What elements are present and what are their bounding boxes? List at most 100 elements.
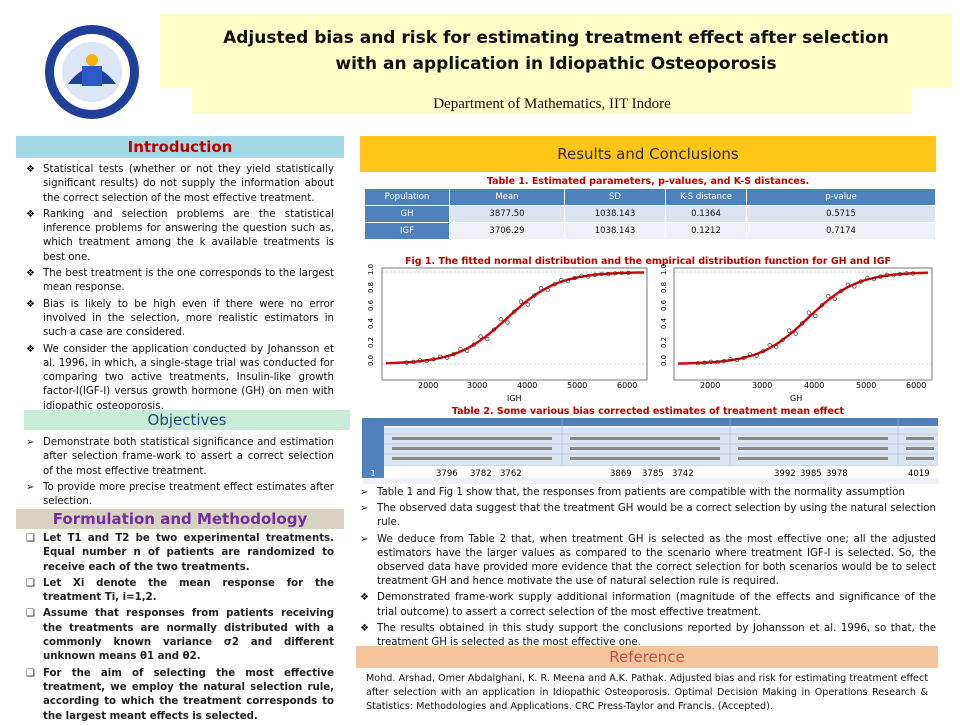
empirical-point <box>444 355 450 360</box>
table2-value: 3992 <box>774 469 796 479</box>
empirical-point <box>695 361 701 366</box>
x-tick-label: 6000 <box>617 381 637 390</box>
table2-header <box>384 418 938 426</box>
y-tick-label: 1.0 <box>660 264 668 275</box>
introduction-list: ❖ Statistical tests (whether or not they … <box>26 163 334 416</box>
empirical-point <box>891 273 896 278</box>
table2-value: 3869 <box>610 469 632 479</box>
list-item: ❖ Bias is likely to be high even if there… <box>26 298 334 339</box>
diamond-bullet-icon: ❖ <box>360 622 369 634</box>
introduction-heading: Introduction <box>16 136 344 158</box>
x-tick-label: 4000 <box>517 381 537 390</box>
y-tick-label: 0.8 <box>367 282 375 293</box>
table-header: Mean <box>449 188 565 206</box>
empirical-point <box>471 342 476 347</box>
list-item: ➢ Table 1 and Fig 1 show that, the respon… <box>360 486 936 500</box>
list-item: ❑ Assume that responses from patients rec… <box>26 608 334 663</box>
empirical-point <box>626 270 631 275</box>
empirical-point <box>839 288 844 293</box>
empirical-point <box>431 357 436 362</box>
empirical-point <box>793 331 798 336</box>
table-cell: 0.7174 <box>746 222 936 240</box>
ecdf-plot-gh: 0.0 0.2 0.4 0.6 0.8 1.0 2000 3000 4000 5… <box>660 264 933 403</box>
department-banner: Department of Mathematics, IIT Indore <box>192 88 912 114</box>
empirical-point <box>910 271 916 276</box>
table-header: K-S distance <box>665 188 747 206</box>
empirical-point <box>505 320 510 325</box>
x-tick-label: 4000 <box>804 381 824 390</box>
poster-title: Adjusted bias and risk for estimating tr… <box>223 28 889 74</box>
box-bullet-icon: ❑ <box>26 608 35 620</box>
conclusions-list: ➢ Table 1 and Fig 1 show that, the respon… <box>360 486 936 652</box>
objectives-list: ➢ Demonstrate both statistical significan… <box>26 436 334 511</box>
table-cell: 1038.143 <box>564 205 666 223</box>
table-cell: 0.5715 <box>746 205 936 223</box>
empirical-point <box>754 353 759 358</box>
empirical-point <box>728 357 733 362</box>
table2-stub <box>362 418 384 478</box>
empirical-point <box>518 299 523 304</box>
empirical-point <box>734 357 740 363</box>
formulation-heading: Formulation and Methodology <box>16 509 344 529</box>
empirical-point <box>774 345 779 350</box>
list-item: ❖ Demonstrated frame-work supply addition… <box>360 592 936 618</box>
x-tick-label: 3000 <box>467 381 487 390</box>
department-name: Department of Mathematics, IIT Indore <box>433 96 671 112</box>
list-item: ➢ Demonstrate both statistical significan… <box>26 437 334 477</box>
empirical-point <box>904 271 909 276</box>
empirical-point <box>572 275 577 281</box>
table2-value: 3742 <box>672 469 694 479</box>
empirical-point <box>741 355 746 360</box>
list-item: ❖ The results obtained in this study supp… <box>360 622 936 649</box>
list-item: ❖ The best treatment is the one correspon… <box>26 268 334 294</box>
empirical-point <box>721 358 727 364</box>
list-item: ➢ The observed data suggest that the trea… <box>360 503 936 529</box>
arrow-bullet-icon: ➢ <box>360 503 369 515</box>
empirical-point <box>702 360 707 365</box>
x-tick-label: 2000 <box>418 381 438 390</box>
objectives-heading: Objectives <box>24 410 350 430</box>
empirical-point <box>852 284 857 289</box>
empirical-point <box>478 334 483 339</box>
table2-caption: Table 2. Some various bias corrected est… <box>451 406 845 417</box>
empirical-point <box>871 277 876 282</box>
empirical-point <box>819 303 824 308</box>
table-header: SD <box>564 188 666 206</box>
table-cell: IGF <box>364 222 450 240</box>
empirical-point <box>458 346 463 352</box>
empirical-point <box>525 302 530 307</box>
table-header: Population <box>364 188 450 206</box>
empirical-point <box>465 348 470 353</box>
empirical-point <box>845 282 850 287</box>
empirical-point <box>417 358 423 363</box>
empirical-point <box>512 309 517 314</box>
y-tick-label: 0.2 <box>660 337 668 348</box>
empirical-point <box>606 271 611 277</box>
y-tick-label: 0.4 <box>660 317 668 329</box>
plot-frame <box>673 267 933 381</box>
arrow-bullet-icon: ➢ <box>360 487 369 498</box>
y-tick-label: 0.6 <box>367 299 375 311</box>
table-cell: 1038.143 <box>564 222 666 240</box>
empirical-point <box>832 296 837 301</box>
empirical-point <box>787 328 792 333</box>
empirical-point <box>780 337 785 342</box>
empirical-point <box>599 271 604 276</box>
table2: 1 3796 3782 3762 3869 3785 3742 3992 398… <box>362 418 938 484</box>
diamond-bullet-icon: ❖ <box>26 343 35 355</box>
empirical-point <box>747 352 753 357</box>
empirical-point <box>619 270 624 275</box>
table2-value: 3782 <box>470 469 492 479</box>
table-row: IGF 3706.29 1038.143 0.1212 0.7174 <box>364 222 936 240</box>
y-tick-label: 0.2 <box>367 337 375 348</box>
fitted-cdf-line <box>385 271 645 365</box>
x-axis-label: GH <box>790 394 802 403</box>
x-tick-label: 3000 <box>752 381 772 390</box>
y-tick-label: 0.8 <box>660 282 668 293</box>
diamond-bullet-icon: ❖ <box>26 298 35 310</box>
title-banner: Adjusted bias and risk for estimating tr… <box>160 14 952 88</box>
empirical-point <box>592 272 597 277</box>
empirical-point <box>865 276 870 281</box>
empirical-point <box>613 271 618 276</box>
table-header: p-value <box>746 188 936 206</box>
